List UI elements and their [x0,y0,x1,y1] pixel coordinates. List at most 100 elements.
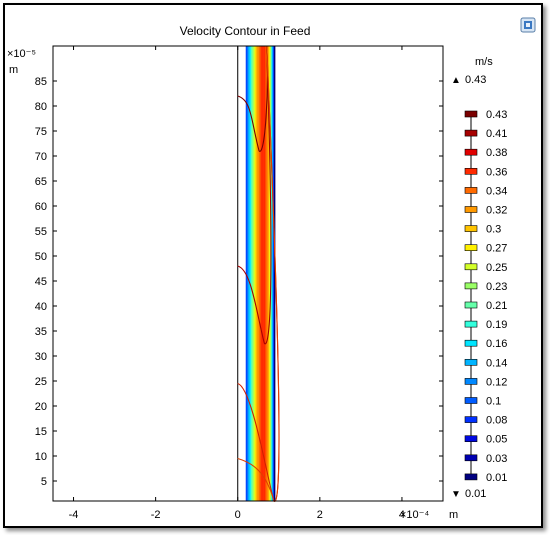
colorbar-level-label: 0.41 [486,128,507,140]
colorbar-min-label: 0.01 [465,488,486,500]
velocity-band-strip [261,46,263,501]
colorbar-swatch [464,454,478,462]
colorbar-level-label: 0.38 [486,147,507,159]
y-tick-label: 35 [35,326,47,338]
velocity-band-strip [257,46,259,501]
y-tick-label: 85 [35,76,47,88]
velocity-band-strip [272,46,274,501]
colorbar: 0.43 0.41 0.38 0.36 0.34 0.32 0.3 0.27 0.25 0.23 0… [464,109,507,484]
y-tick-label: 65 [35,176,47,188]
y-multiplier: ×10⁻⁵ [7,48,36,60]
velocity-band-strip [267,46,269,501]
colorbar-min-arrow-icon: ▼ [451,489,461,500]
colorbar-swatch [464,148,478,156]
colorbar-swatch [464,301,478,309]
velocity-band-strip [263,46,265,501]
velocity-band-strip [268,46,270,501]
y-tick-label: 30 [35,351,47,363]
velocity-band-strip [259,46,261,501]
colorbar-swatch [464,225,478,232]
colorbar-swatch [464,378,478,385]
velocity-band-strip [254,46,256,501]
colorbar-swatch [464,206,478,213]
y-tick-label: 25 [35,376,47,388]
colorbar-swatch [464,358,478,366]
velocity-band-strip [251,46,253,501]
colorbar-level-label: 0.34 [486,185,507,197]
velocity-band-strip [253,46,255,501]
x-tick-label: 2 [317,509,323,521]
colorbar-level-label: 0.32 [486,205,507,217]
velocity-band-strip [250,46,252,501]
velocity-band-strip [273,46,275,501]
velocity-band-strip [246,46,248,501]
velocity-band-strip [256,46,258,501]
plot-border [52,45,444,502]
colorbar-level-label: 0.43 [486,109,507,121]
colorbar-level-label: 0.01 [486,472,507,484]
velocity-band-strip [261,46,263,501]
velocity-band-strip [252,46,254,501]
colorbar-level-label: 0.03 [486,453,507,465]
velocity-band-strip [255,46,257,501]
colorbar-swatch [464,129,478,137]
velocity-band-strip [271,46,273,501]
colorbar-swatch [464,187,478,194]
colorbar-level-label: 0.14 [486,357,507,369]
velocity-band-strip [269,46,271,501]
colorbar-unit: m/s [475,56,493,68]
colorbar-swatch [464,339,478,347]
velocity-band-strip [246,46,248,501]
velocity-band-strip [269,46,271,501]
colorbar-swatch [464,263,478,271]
velocity-band-strip [264,46,266,501]
colorbar-max-label: 0.43 [465,74,486,86]
y-tick-label: 10 [35,451,47,463]
colorbar-level-label: 0.19 [486,319,507,331]
velocity-band-strip [248,46,250,501]
colorbar-swatch [464,282,478,290]
colorbar-swatch [464,168,478,175]
velocity-band-strip [258,46,260,501]
y-tick-label: 40 [35,301,47,313]
velocity-band-strip [245,46,247,501]
velocity-contour-line [237,45,268,152]
colorbar-level-label: 0.08 [486,415,507,427]
colorbar-level-label: 0.1 [486,396,501,408]
velocity-band-strip [256,46,258,501]
x-multiplier: ×10⁻⁴ [400,509,429,521]
velocity-band-strip [250,46,251,501]
colorbar-level-label: 0.16 [486,338,507,350]
colorbar-swatch [464,416,478,423]
colorbar-level-label: 0.25 [486,262,507,274]
colorbar-swatch [464,320,478,328]
velocity-band-strip [247,46,249,501]
y-tick-label: 55 [35,226,47,238]
export-image-icon[interactable] [520,17,536,33]
velocity-band-strip [266,46,267,501]
y-tick-label: 15 [35,426,47,438]
colorbar-max-arrow-icon: ▲ [451,75,461,86]
x-tick-label: 4 [399,509,405,521]
velocity-band-strip [249,46,251,501]
colorbar-level-label: 0.21 [486,300,507,312]
x-tick-label: -4 [69,509,79,521]
velocity-contour-line [237,45,272,345]
y-axis: 5 10 15 20 25 30 35 40 45 50 55 60 65 70 75 80 85 [35,76,443,488]
colorbar-swatch [464,473,478,481]
velocity-band-strip [266,46,268,501]
velocity-band-strip [270,46,272,501]
colorbar-level-label: 0.3 [486,224,501,236]
x-tick-label: -2 [151,509,161,521]
colorbar-swatch [464,435,478,443]
velocity-band-strip [265,46,267,501]
y-tick-label: 20 [35,401,47,413]
colorbar-level-label: 0.23 [486,281,507,293]
chart-frame: Velocity Contour in Feed -4 -2 0 2 4 5 10 15 20… [3,3,543,528]
velocity-contour-chart: Velocity Contour in Feed -4 -2 0 2 4 5 10 15 20… [7,17,536,521]
velocity-contour-line [237,45,280,502]
velocity-band-strip [258,46,259,501]
y-tick-label: 70 [35,151,47,163]
velocity-band-strip [254,46,256,501]
velocity-band-strip [262,46,264,501]
